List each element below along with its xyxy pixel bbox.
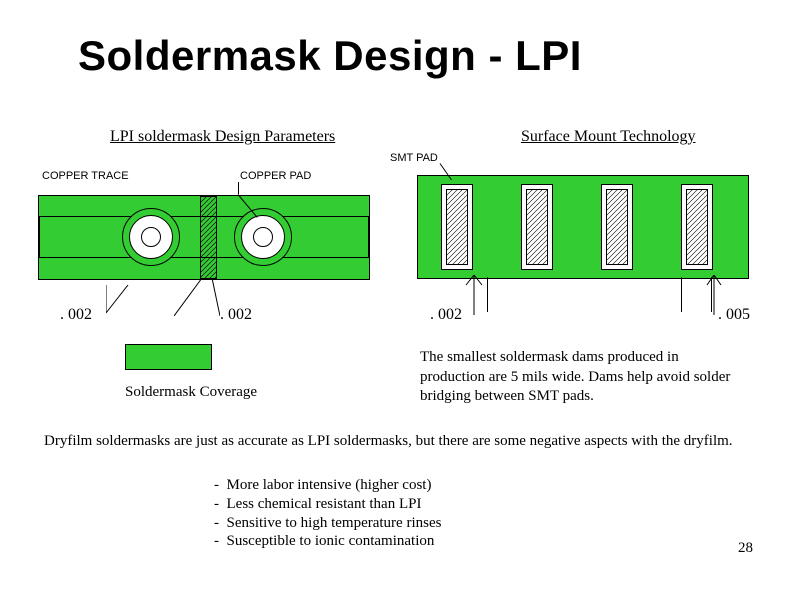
legend-swatch <box>125 344 212 370</box>
label-smt-pad: SMT PAD <box>390 152 438 164</box>
smt-pad-3-inner <box>606 189 628 265</box>
dim-4: . 005 <box>718 306 750 324</box>
dim-2: . 002 <box>220 306 252 324</box>
subhead-right: Surface Mount Technology <box>521 128 696 146</box>
smt-pad-1-inner <box>446 189 468 265</box>
note-right: The smallest soldermask dams produced in… <box>420 348 740 407</box>
left-dam <box>200 196 217 279</box>
bullet-2: - Less chemical resistant than LPI <box>214 495 441 514</box>
label-copper-pad: COPPER PAD <box>240 170 311 182</box>
dim-2-arrows <box>174 278 220 316</box>
bullet-list: - More labor intensive (higher cost) - L… <box>214 476 441 551</box>
smt-pad-4-inner <box>686 189 708 265</box>
dim-3: . 002 <box>430 306 462 324</box>
left-pad1-inner <box>141 227 161 247</box>
bullet-1: - More labor intensive (higher cost) <box>214 476 441 495</box>
label-copper-trace: COPPER TRACE <box>42 170 129 182</box>
subhead-left: LPI soldermask Design Parameters <box>110 128 335 146</box>
bullet-4: - Susceptible to ionic contamination <box>214 532 441 551</box>
slide-title: Soldermask Design - LPI <box>78 32 582 80</box>
dim-1-arrow <box>106 285 136 315</box>
dim-4-arrow <box>706 275 722 315</box>
ref-line-3 <box>681 277 682 312</box>
smt-pad-2-inner <box>526 189 548 265</box>
left-pad2-inner <box>253 227 273 247</box>
ref-line-1 <box>487 277 488 312</box>
para-bottom: Dryfilm soldermasks are just as accurate… <box>44 432 754 452</box>
dim-1: . 002 <box>60 306 92 324</box>
leader-1a <box>238 182 239 194</box>
bullet-3: - Sensitive to high temperature rinses <box>214 514 441 533</box>
legend-label: Soldermask Coverage <box>125 384 257 401</box>
page-number: 28 <box>738 540 753 557</box>
ref-line-2 <box>711 277 712 312</box>
